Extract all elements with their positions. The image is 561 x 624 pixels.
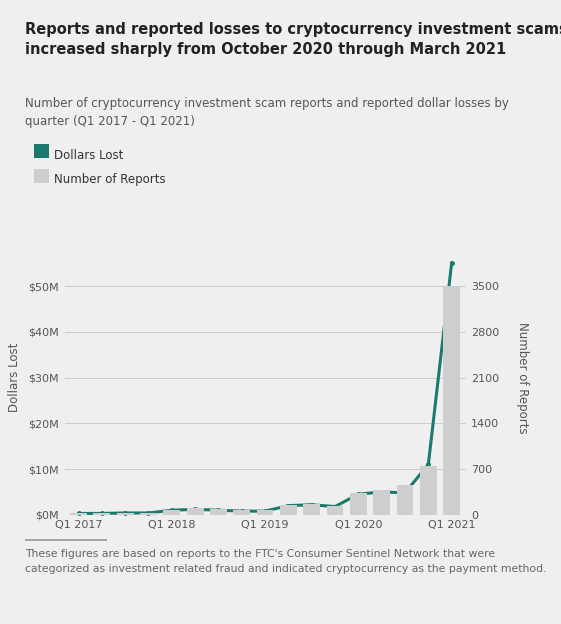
Bar — [397, 485, 413, 515]
Bar — [140, 513, 157, 515]
Bar — [257, 510, 273, 515]
Y-axis label: Dollars Lost: Dollars Lost — [8, 343, 21, 412]
Text: Number of cryptocurrency investment scam reports and reported dollar losses by
q: Number of cryptocurrency investment scam… — [25, 97, 509, 128]
Bar — [94, 513, 110, 515]
Text: Number of Reports: Number of Reports — [54, 173, 166, 186]
Bar — [210, 509, 227, 515]
Bar — [117, 513, 134, 515]
Bar — [304, 504, 320, 515]
Bar — [373, 490, 390, 515]
Text: Dollars Lost: Dollars Lost — [54, 149, 124, 162]
Bar — [443, 286, 460, 515]
Bar — [70, 514, 87, 515]
Bar — [187, 509, 204, 515]
Bar — [420, 466, 436, 515]
Bar — [233, 510, 250, 515]
Bar — [327, 505, 343, 515]
Text: Reports and reported losses to cryptocurrency investment scams
increased sharply: Reports and reported losses to cryptocur… — [25, 22, 561, 57]
Bar — [280, 505, 297, 515]
Y-axis label: Number of Reports: Number of Reports — [516, 322, 529, 433]
Bar — [350, 493, 367, 515]
Text: These figures are based on reports to the FTC's Consumer Sentinel Network that w: These figures are based on reports to th… — [25, 549, 547, 573]
Bar — [163, 510, 180, 515]
